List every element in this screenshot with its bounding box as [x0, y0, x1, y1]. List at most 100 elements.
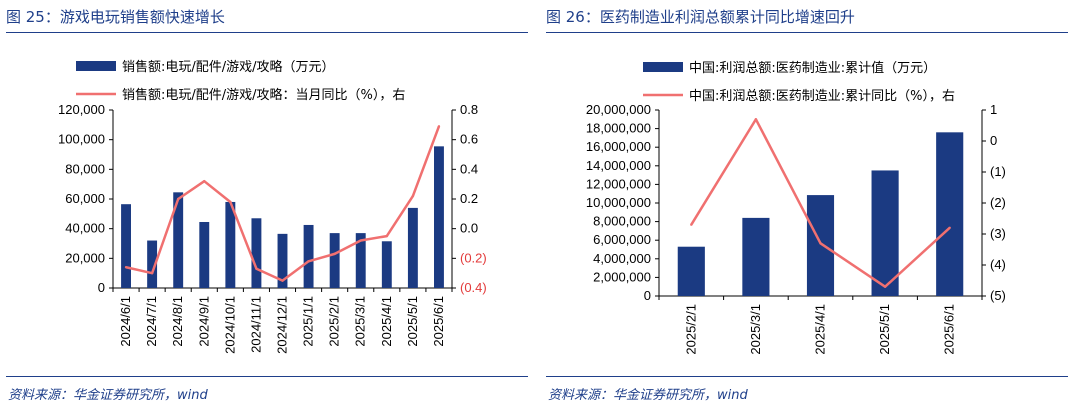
left-tick-label: 10,000,000 — [586, 195, 651, 210]
x-tick-label: 2025/5/1 — [405, 296, 420, 347]
chart-svg: 销售额:电玩/配件/游戏/攻略（万元） 销售额:电玩/配件/游戏/攻略：当月同比（… — [58, 59, 487, 354]
legend-bar-swatch — [643, 62, 683, 72]
right-tick-label: 0.8 — [460, 102, 478, 117]
x-tick-label: 2025/6/1 — [942, 304, 957, 355]
left-tick-label: 0 — [98, 280, 105, 295]
title-divider — [546, 32, 1068, 33]
line-point — [333, 252, 336, 256]
left-tick-label: 6,000,000 — [593, 232, 651, 247]
left-tick-label: 20,000 — [65, 250, 105, 265]
x-tick-label: 2025/3/1 — [353, 296, 368, 347]
right-tick-label: (2) — [990, 195, 1006, 210]
x-tick-label: 2024/9/1 — [196, 296, 211, 347]
bar — [303, 224, 314, 288]
legend-bar-swatch — [76, 61, 116, 71]
chart-title: 图 26：医药制造业利润总额累计同比增速回升 — [546, 8, 855, 26]
line-point — [385, 234, 389, 238]
bar — [329, 233, 340, 288]
right-tick-label: (3) — [990, 226, 1006, 241]
line-point — [150, 271, 154, 275]
bar — [381, 241, 392, 288]
left-tick-label: 18,000,000 — [586, 121, 651, 136]
bar — [225, 201, 236, 288]
x-tick-label: 2024/10/1 — [222, 296, 237, 354]
right-tick-label: 0.6 — [460, 132, 478, 147]
bar — [277, 233, 288, 288]
bar — [251, 218, 262, 288]
right-tick-label: (1) — [990, 164, 1006, 179]
left-tick-label: 12,000,000 — [586, 176, 651, 191]
line-point — [437, 125, 441, 128]
line-point — [176, 197, 180, 201]
right-tick-label: 0.4 — [460, 161, 478, 176]
line-point — [690, 223, 693, 226]
line-point — [124, 266, 128, 269]
bar — [199, 221, 210, 288]
bar — [742, 217, 770, 296]
line-point — [411, 194, 415, 198]
bar — [677, 246, 705, 296]
bar — [355, 233, 366, 288]
x-tick-label: 2024/8/1 — [170, 296, 185, 347]
left-tick-label: 2,000,000 — [593, 269, 651, 284]
x-tick-label: 2025/4/1 — [813, 304, 828, 355]
source-note: 资料来源：华金证券研究所，wind — [8, 388, 208, 403]
x-tick-label: 2025/2/1 — [327, 296, 342, 347]
chart-panel-right: 图 26：医药制造业利润总额累计同比增速回升 中国:利润总额:医药制造业:累计值… — [546, 0, 1074, 415]
x-tick-label: 2025/6/1 — [431, 296, 446, 347]
x-tick-label: 2024/7/1 — [144, 296, 159, 347]
source-divider — [546, 376, 1068, 377]
line-point — [281, 279, 284, 282]
left-tick-label: 14,000,000 — [586, 158, 651, 173]
source-divider — [6, 376, 528, 377]
left-tick-label: 40,000 — [65, 221, 105, 236]
chart-title: 图 25：游戏电玩销售额快速增长 — [6, 8, 225, 26]
x-tick-label: 2025/5/1 — [877, 304, 892, 355]
x-tick-label: 2024/6/1 — [118, 296, 133, 347]
line-point — [359, 239, 362, 242]
legend-line-label: 销售额:电玩/配件/游戏/攻略：当月同比（%），右 — [122, 87, 405, 103]
right-tick-label: (0.2) — [460, 250, 487, 265]
line-point — [883, 285, 887, 288]
left-tick-label: 20,000,000 — [586, 102, 651, 117]
right-tick-label: (0.4) — [460, 280, 487, 295]
x-tick-label: 2025/2/1 — [683, 304, 698, 355]
line-point — [255, 267, 258, 270]
x-tick-label: 2025/1/1 — [301, 296, 316, 347]
x-tick-label: 2025/4/1 — [379, 296, 394, 347]
x-tick-label: 2024/12/1 — [275, 296, 290, 354]
bar — [147, 240, 158, 288]
line-point — [307, 260, 310, 263]
line-point — [203, 180, 206, 183]
right-tick-label: (5) — [990, 288, 1006, 303]
bar — [407, 207, 418, 288]
legend-bar-label: 中国:利润总额:医药制造业:累计值（万元） — [689, 60, 936, 76]
x-tick-label: 2025/3/1 — [748, 304, 763, 355]
x-tick-label: 2024/11/1 — [248, 296, 263, 353]
bar — [434, 146, 444, 288]
left-tick-label: 100,000 — [58, 132, 105, 147]
title-divider — [6, 32, 528, 33]
right-tick-label: 0.2 — [460, 191, 478, 206]
bar — [936, 132, 964, 296]
line-point — [754, 118, 758, 121]
right-tick-label: 0 — [990, 133, 997, 148]
legend-line-label: 中国:利润总额:医药制造业:累计同比（%），右 — [689, 89, 955, 104]
bar — [806, 195, 835, 296]
left-tick-label: 8,000,000 — [593, 214, 651, 229]
bar — [121, 204, 131, 288]
right-tick-label: (4) — [990, 257, 1006, 272]
left-tick-label: 80,000 — [65, 161, 105, 176]
right-tick-label: 0.0 — [460, 221, 478, 236]
line-point — [229, 200, 232, 204]
right-tick-label: 1 — [990, 102, 997, 117]
chart-panel-left: 图 25：游戏电玩销售额快速增长 销售额:电玩/配件/游戏/攻略（万元） 销售额:… — [6, 0, 534, 415]
bar — [173, 192, 184, 288]
bar — [871, 170, 899, 296]
left-tick-label: 16,000,000 — [586, 139, 651, 154]
left-tick-label: 60,000 — [65, 191, 105, 206]
line-point — [948, 226, 951, 229]
legend-bar-label: 销售额:电玩/配件/游戏/攻略（万元） — [122, 59, 335, 75]
left-tick-label: 120,000 — [58, 102, 105, 117]
left-tick-label: 0 — [644, 288, 651, 303]
